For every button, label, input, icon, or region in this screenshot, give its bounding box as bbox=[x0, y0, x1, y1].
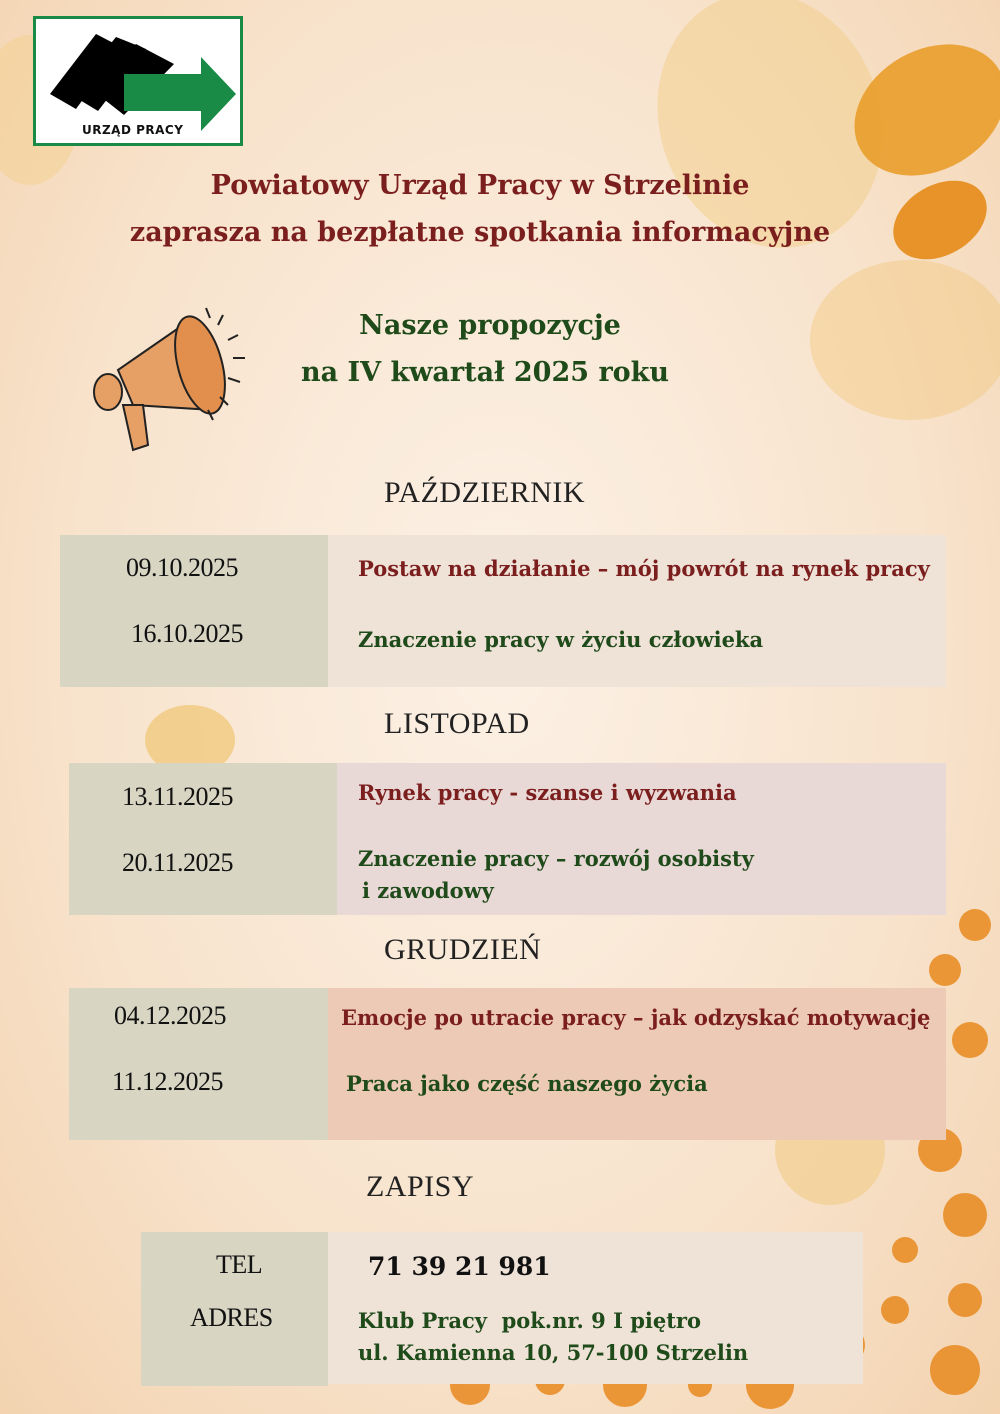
october-topics-cell bbox=[328, 535, 946, 687]
phone-number[interactable]: 71 39 21 981 bbox=[368, 1252, 551, 1281]
month-december: GRUDZIEŃ bbox=[384, 933, 542, 966]
logo-cards-arrow-icon bbox=[50, 34, 236, 131]
december-topics-cell bbox=[328, 988, 946, 1140]
urzad-pracy-logo: URZĄD PRACY bbox=[33, 16, 243, 146]
event-topic: Praca jako część naszego życia bbox=[346, 1071, 708, 1096]
megaphone-icon bbox=[93, 307, 245, 452]
logo-text: URZĄD PRACY bbox=[82, 123, 184, 137]
subtitle-line-1: Nasze propozycje bbox=[359, 310, 621, 341]
address-line-2: ul. Kamienna 10, 57-100 Strzelin bbox=[358, 1340, 749, 1365]
event-topic: Znaczenie pracy w życiu człowieka bbox=[358, 627, 764, 652]
tel-label: TEL bbox=[216, 1250, 263, 1279]
header-line-2: zaprasza na bezpłatne spotkania informac… bbox=[129, 217, 831, 248]
october-dates-cell bbox=[60, 535, 328, 687]
event-date: 09.10.2025 bbox=[126, 553, 239, 582]
address-label: ADRES bbox=[190, 1303, 273, 1332]
event-date: 11.12.2025 bbox=[112, 1067, 224, 1096]
november-dates-cell bbox=[69, 763, 337, 915]
header-line-1: Powiatowy Urząd Pracy w Strzelinie bbox=[210, 170, 750, 201]
event-topic: Rynek pracy - szanse i wyzwania bbox=[358, 780, 737, 805]
signup-heading: ZAPISY bbox=[366, 1170, 475, 1203]
event-date: 16.10.2025 bbox=[131, 619, 244, 648]
december-dates-cell bbox=[69, 988, 328, 1140]
month-october: PAŹDZIERNIK bbox=[384, 476, 586, 509]
november-topics-cell bbox=[337, 763, 946, 915]
signup-info-cell bbox=[328, 1232, 863, 1384]
signup-labels-cell bbox=[141, 1232, 328, 1386]
address-line-1: Klub Pracy pok.nr. 9 I piętro bbox=[358, 1308, 701, 1333]
event-date: 20.11.2025 bbox=[122, 848, 234, 877]
event-topic: Postaw na działanie – mój powrót na ryne… bbox=[358, 556, 930, 581]
event-topic: Emocje po utracie pracy – jak odzyskać m… bbox=[341, 1005, 931, 1030]
event-date: 13.11.2025 bbox=[122, 782, 234, 811]
subtitle-line-2: na IV kwartał 2025 roku bbox=[300, 357, 670, 388]
event-topic-continued: i zawodowy bbox=[362, 878, 494, 903]
event-topic: Znaczenie pracy – rozwój osobisty bbox=[358, 846, 754, 871]
month-november: LISTOPAD bbox=[384, 707, 530, 740]
event-date: 04.12.2025 bbox=[114, 1001, 227, 1030]
